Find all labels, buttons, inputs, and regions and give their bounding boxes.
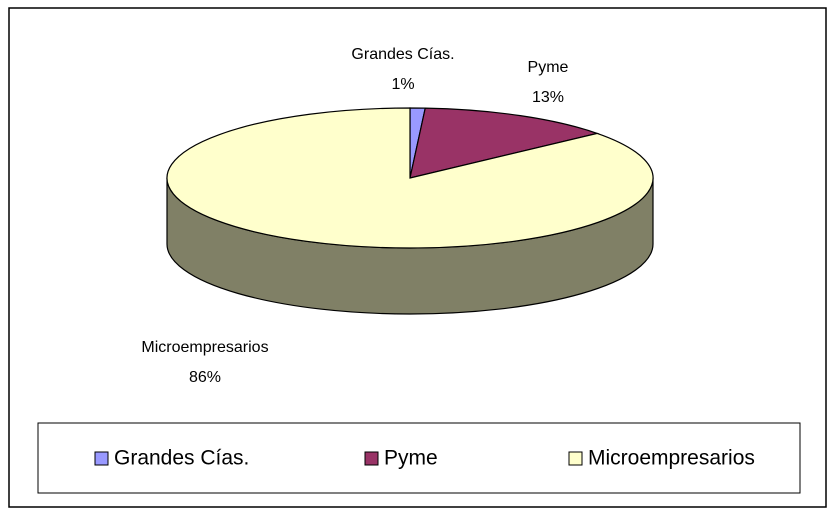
- legend-swatch: [364, 451, 379, 466]
- pie-slice: [409, 107, 600, 179]
- slice-name: Pyme: [528, 59, 569, 76]
- labels: Grandes Cías. 1% Pyme 13% Microempresarios 86…: [141, 46, 568, 386]
- legend-label: Microempresarios: [588, 447, 755, 470]
- slice-value: 13%: [532, 89, 564, 106]
- legend-swatch: [568, 451, 583, 466]
- legend: Grandes Cías. Pyme Microempresarios: [94, 447, 755, 470]
- pie: [166, 107, 654, 315]
- slice-name: Grandes Cías.: [351, 46, 454, 63]
- legend-box: [37, 422, 801, 494]
- legend-label: Pyme: [384, 447, 438, 470]
- pie-slice: [166, 107, 654, 249]
- legend-label: Grandes Cías.: [114, 447, 249, 470]
- slice-value: 86%: [189, 369, 221, 386]
- slice-value: 1%: [391, 76, 414, 93]
- slice-name: Microempresarios: [141, 339, 268, 356]
- legend-swatch: [94, 451, 109, 466]
